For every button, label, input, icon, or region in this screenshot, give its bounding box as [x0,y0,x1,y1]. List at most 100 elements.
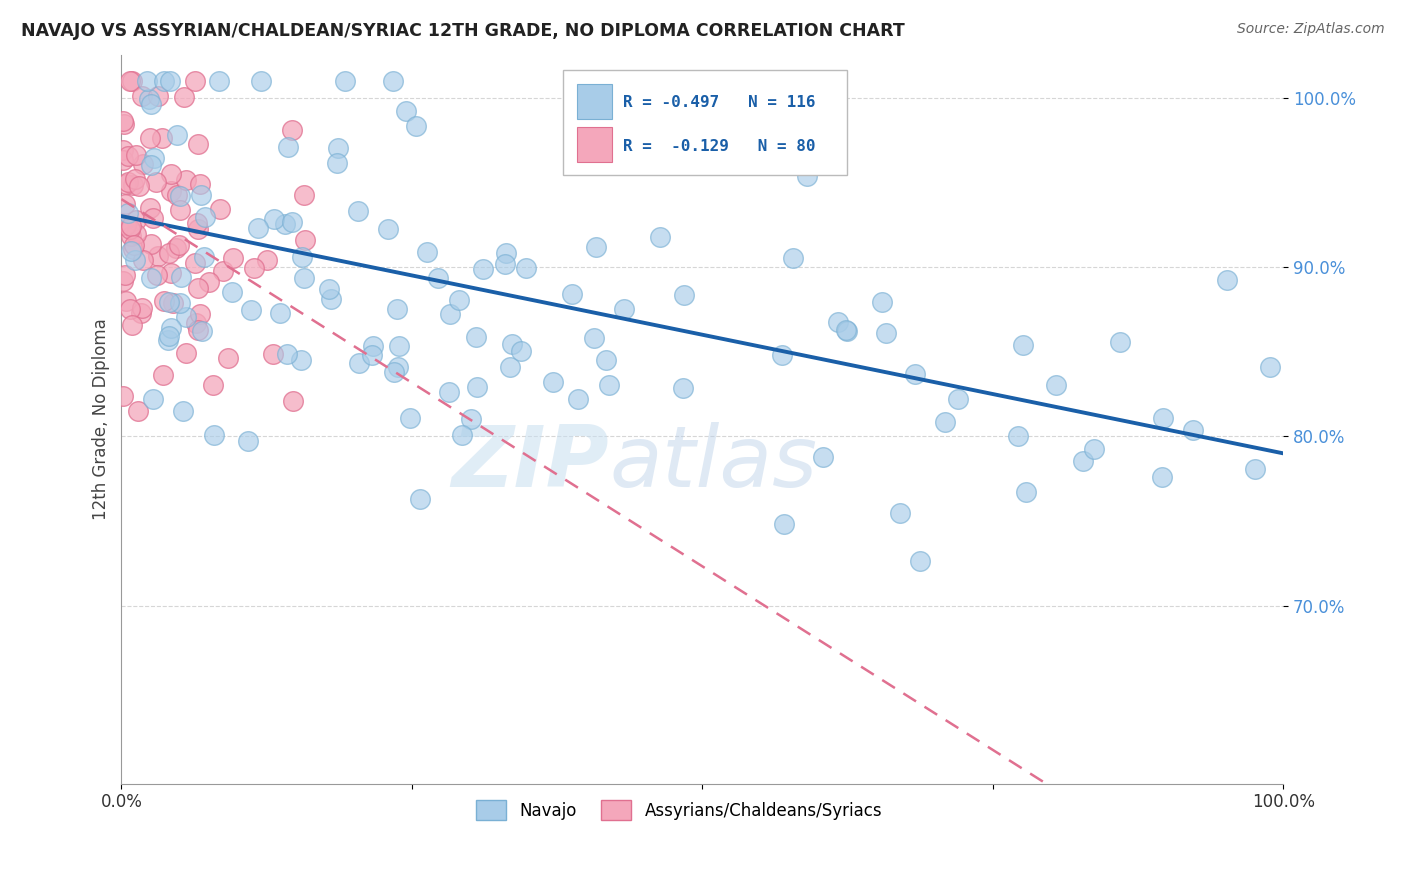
Point [405,119,427,133]
Point [561,287,583,301]
Point [197,275,219,289]
Point [450,428,472,442]
Point [1181,423,1204,437]
Point [673,287,696,301]
Point [567,392,589,406]
Point [125,213,148,227]
Point [1083,442,1105,457]
Point [174,345,197,359]
Point [250,73,273,87]
Point [173,90,195,104]
Point [118,301,141,316]
Point [187,137,209,152]
Point [837,324,859,338]
Point [184,256,207,270]
Legend: Navajo, Assyrians/Chaldeans/Syriacs: Navajo, Assyrians/Chaldeans/Syriacs [470,794,889,826]
Point [132,252,155,267]
Point [124,252,146,267]
Text: ZIP: ZIP [451,422,609,505]
Point [166,188,188,202]
Point [1045,378,1067,392]
Point [318,282,340,296]
Point [157,328,180,343]
Point [243,261,266,276]
Point [162,295,184,310]
Point [145,175,167,189]
Point [135,73,157,87]
Point [121,318,143,333]
Point [120,73,142,87]
Point [153,73,176,87]
Point [190,188,212,202]
Point [169,203,191,218]
Point [148,250,170,264]
Point [142,211,165,225]
Point [395,103,418,118]
Point [541,375,564,389]
Point [184,73,207,87]
Point [277,140,299,154]
Point [174,310,197,324]
Point [385,301,408,316]
Point [131,157,153,171]
Point [333,73,356,87]
Point [1152,411,1174,425]
Point [160,266,183,280]
Point [1007,429,1029,443]
Point [494,256,516,270]
Point [131,301,153,316]
Point [294,233,316,247]
Point [174,172,197,186]
Point [672,381,695,395]
Point [217,351,239,365]
Point [117,175,139,189]
Point [165,241,187,255]
Point [122,242,145,256]
Point [160,184,183,198]
Point [125,148,148,162]
Point [515,261,537,276]
Point [111,114,134,128]
Point [122,178,145,192]
Point [115,294,138,309]
Point [510,343,533,358]
Point [139,131,162,145]
Point [114,268,136,282]
Point [381,73,404,87]
Point [239,303,262,318]
Point [910,554,932,568]
Point [212,264,235,278]
Point [1015,484,1038,499]
Point [1260,360,1282,375]
Point [166,128,188,143]
Point [361,339,384,353]
Point [399,410,422,425]
Point [131,89,153,103]
Point [169,188,191,202]
Point [449,293,471,308]
Point [193,211,215,225]
Point [269,306,291,320]
Point [648,230,671,244]
Point [187,322,209,336]
Point [169,295,191,310]
Point [290,353,312,368]
Point [388,339,411,353]
Point [120,244,142,258]
Point [157,245,180,260]
Point [1071,453,1094,467]
Point [613,302,636,317]
Point [167,237,190,252]
Point [326,156,349,170]
Point [118,222,141,236]
Point [208,73,231,87]
Point [283,394,305,409]
Point [889,506,911,520]
Point [187,281,209,295]
Point [112,388,135,402]
Point [156,333,179,347]
Point [172,404,194,418]
Point [361,348,384,362]
Point [835,323,858,337]
Point [326,141,349,155]
